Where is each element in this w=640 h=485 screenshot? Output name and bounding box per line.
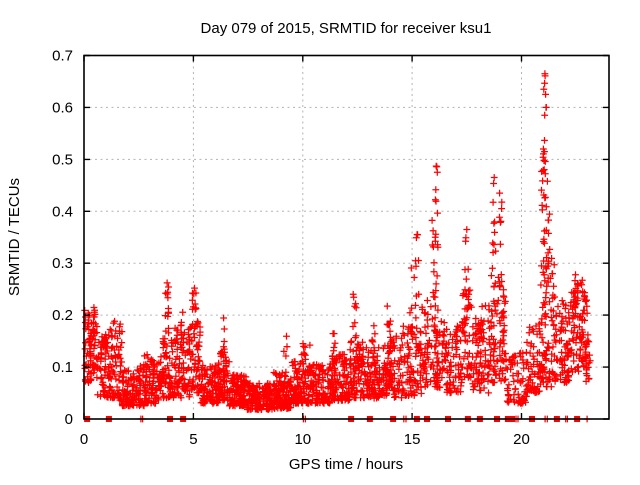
- y-tick-label: 0.6: [52, 99, 73, 116]
- grid-path: [84, 55, 609, 419]
- gridlines: [84, 55, 609, 419]
- axis-ticks: [83, 54, 609, 420]
- y-tick-label: 0: [65, 411, 73, 428]
- y-tick-label: 0.2: [52, 307, 73, 324]
- x-tick-label: 20: [513, 431, 530, 448]
- x-tick-label: 10: [294, 431, 311, 448]
- y-axis-label: SRMTID / TECUs: [6, 178, 23, 296]
- y-tick-label: 0.3: [52, 255, 73, 272]
- x-tick-label: 0: [80, 431, 88, 448]
- x-tick-labels: 0 5 10 15 20: [80, 431, 530, 448]
- x-tick-label: 15: [404, 431, 421, 448]
- y-tick-label: 0.7: [52, 48, 73, 65]
- y-tick-labels: 0 0.1 0.2 0.3 0.4 0.5 0.6 0.7: [52, 48, 73, 429]
- chart-title: Day 079 of 2015, SRMTID for receiver ksu…: [201, 20, 492, 37]
- x-axis-label: GPS time / hours: [289, 456, 403, 473]
- tick-path: [83, 54, 609, 420]
- scatter-points: [81, 70, 594, 423]
- y-tick-label: 0.5: [52, 151, 73, 168]
- y-tick-label: 0.1: [52, 359, 73, 376]
- x-tick-label: 5: [189, 431, 197, 448]
- y-tick-label: 0.4: [52, 203, 73, 220]
- plot-border: [83, 54, 610, 420]
